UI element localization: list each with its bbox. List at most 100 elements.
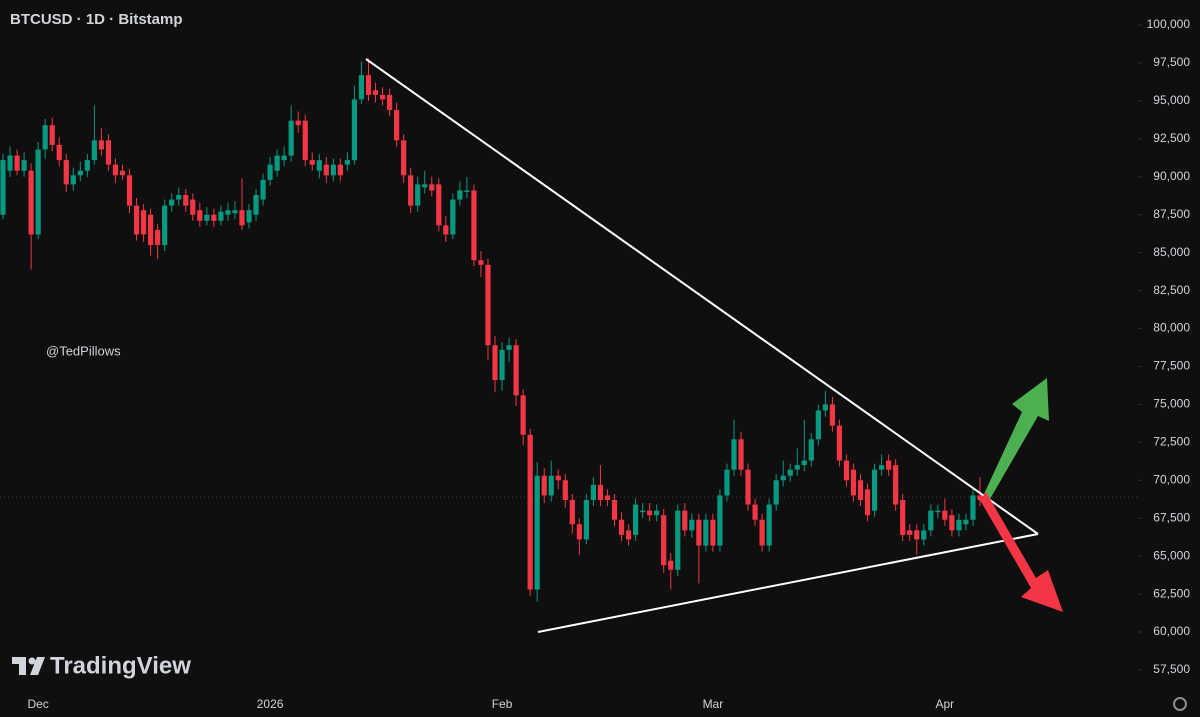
candle-body — [977, 495, 983, 501]
candle-body — [464, 190, 470, 192]
y-tick-label: 72,500 — [1153, 435, 1190, 449]
y-tick-label: 57,500 — [1153, 662, 1190, 676]
candle-body — [492, 345, 498, 381]
candle-body — [148, 214, 154, 246]
candle-body — [288, 120, 294, 156]
candle-body — [576, 524, 582, 540]
candle-body — [246, 210, 252, 223]
candle-body — [759, 519, 765, 546]
candle-body — [724, 469, 730, 496]
candle-body — [422, 184, 428, 188]
y-tick-label: 67,500 — [1153, 510, 1190, 524]
candle-body — [344, 160, 351, 165]
candle-body — [429, 184, 435, 191]
candle-body — [717, 495, 723, 546]
candle-body — [562, 480, 568, 501]
y-tick-label: 75,000 — [1153, 397, 1190, 411]
candle-body — [140, 210, 147, 235]
candle-body — [611, 500, 618, 520]
candle-body — [323, 164, 329, 176]
candle-body — [956, 519, 962, 531]
candle-body — [260, 179, 266, 200]
candle-body — [91, 140, 97, 161]
settings-button[interactable] — [1173, 697, 1187, 711]
candle-body — [21, 160, 27, 171]
candle-body — [625, 530, 632, 540]
candle-body — [478, 260, 484, 265]
candle-body — [218, 211, 224, 221]
trendline-lower — [537, 533, 1039, 633]
candle-body — [590, 484, 597, 501]
x-tick-label: Mar — [703, 697, 724, 711]
candle-body — [836, 425, 843, 461]
arrow-down — [980, 492, 1063, 612]
trendline-upper — [365, 58, 1039, 535]
arrow-up — [984, 378, 1049, 499]
candle-body — [35, 149, 41, 235]
candle-body — [780, 475, 786, 481]
candle-body — [942, 510, 948, 520]
candle-body — [190, 199, 196, 215]
candle-body — [211, 214, 217, 221]
candle-body — [162, 205, 168, 246]
candle-body — [850, 469, 857, 496]
candle-body — [408, 175, 414, 206]
candle-body — [436, 184, 442, 226]
candle-body — [583, 500, 589, 540]
candle-body — [752, 504, 758, 520]
candle-body — [197, 210, 203, 221]
candle-body — [365, 75, 372, 95]
candle-body — [900, 500, 906, 535]
y-tick-label: 65,000 — [1153, 548, 1190, 562]
candle-body — [176, 194, 182, 200]
candle-body — [358, 75, 365, 100]
candle-body — [843, 460, 850, 481]
candle-body — [281, 155, 287, 161]
candle-body — [267, 164, 273, 180]
y-tick-label: 100,000 — [1147, 17, 1191, 31]
price-axis: 57,500 60,000 62,500 65,000 67,500 70,000 72,5… — [1138, 17, 1190, 676]
candle-body — [386, 94, 393, 111]
candle-body — [105, 140, 112, 165]
candle-body — [527, 434, 533, 590]
candle-body — [815, 410, 821, 440]
candle-body — [963, 519, 969, 525]
candle-body — [808, 439, 814, 461]
candle-body — [204, 214, 210, 221]
candle-body — [921, 530, 927, 540]
candle-body — [457, 190, 463, 200]
candle-body — [485, 264, 491, 346]
candle-body — [541, 475, 547, 496]
candle-body — [169, 199, 175, 206]
candle-body — [98, 140, 105, 150]
candle-body — [513, 345, 519, 396]
y-tick-label: 97,500 — [1153, 55, 1190, 69]
candle-body — [794, 465, 800, 470]
candle-body — [970, 495, 976, 520]
y-tick-label: 70,000 — [1153, 472, 1190, 486]
candle-body — [7, 155, 13, 171]
candle-body — [949, 515, 955, 531]
candle-body — [337, 164, 343, 176]
candle-body — [0, 160, 6, 215]
candles — [0, 58, 983, 602]
candle-body — [654, 510, 660, 516]
candle-body — [372, 90, 379, 95]
candle-body — [597, 484, 604, 501]
candle-body — [415, 184, 421, 206]
candle-body — [330, 164, 336, 176]
y-tick-label: 82,500 — [1153, 283, 1190, 297]
candle-body — [28, 170, 34, 235]
candle-body — [63, 160, 69, 185]
candle-body — [878, 465, 885, 470]
candle-body — [893, 465, 899, 505]
candle-body — [640, 510, 646, 513]
y-tick-label: 80,000 — [1153, 321, 1190, 335]
candle-body — [84, 160, 90, 171]
brand-logo: TradingView — [12, 652, 191, 679]
x-tick-label: 2026 — [257, 697, 284, 711]
candle-body — [253, 194, 259, 215]
candle-body — [77, 170, 83, 176]
y-tick-label: 90,000 — [1153, 169, 1190, 183]
